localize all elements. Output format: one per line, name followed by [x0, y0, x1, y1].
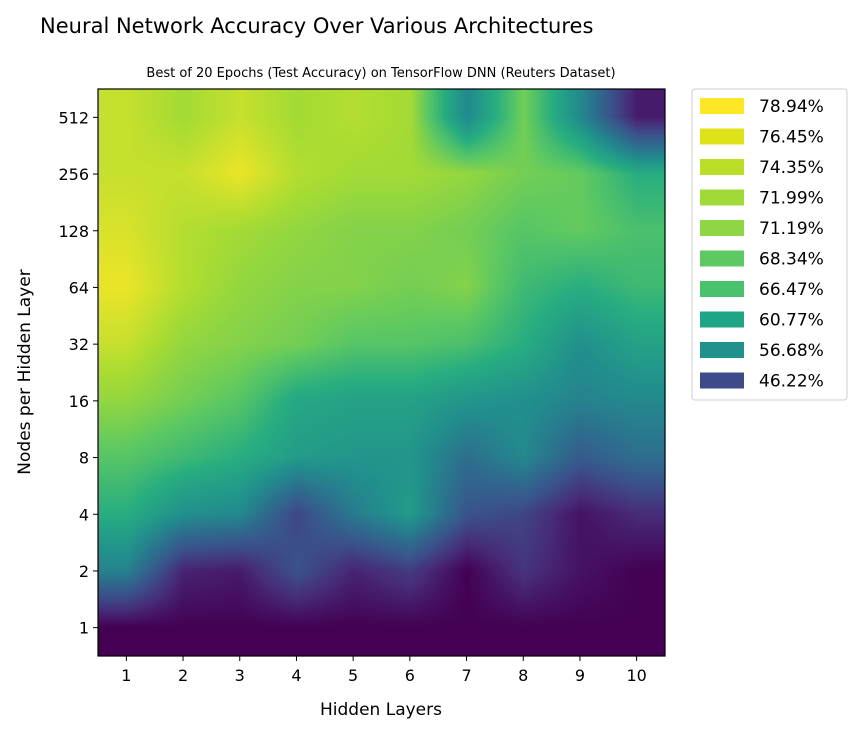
- legend-label: 46.22%: [759, 372, 824, 392]
- legend-swatch: [700, 220, 744, 236]
- y-tick-label: 64: [69, 278, 89, 297]
- heatmap-image: [98, 89, 665, 656]
- legend-label: 74.35%: [759, 158, 824, 178]
- x-tick-label: 6: [405, 666, 415, 685]
- x-tick-label: 3: [235, 666, 245, 685]
- x-tick-label: 4: [291, 666, 301, 685]
- chart-title: Neural Network Accuracy Over Various Arc…: [40, 14, 593, 38]
- legend-label: 56.68%: [759, 341, 824, 361]
- x-tick-label: 2: [178, 666, 188, 685]
- x-tick-label: 10: [626, 666, 646, 685]
- y-tick-label: 16: [69, 392, 89, 411]
- legend-swatch: [700, 250, 744, 267]
- legend-swatch: [700, 159, 744, 175]
- y-tick-label: 256: [58, 165, 89, 184]
- y-tick-label: 1: [79, 619, 89, 638]
- legend-label: 60.77%: [759, 311, 824, 331]
- legend-label: 76.45%: [759, 128, 824, 148]
- x-axis-label: Hidden Layers: [320, 700, 442, 720]
- y-tick-label: 512: [58, 108, 89, 127]
- x-tick-label: 7: [461, 666, 471, 685]
- x-tick-label: 8: [518, 666, 528, 685]
- y-axis: 1 2 4 8 16 32 64 128 256 512: [58, 108, 98, 638]
- legend: 78.94% 76.45% 74.35% 71.99% 71.19% 68.34% 66.4…: [691, 88, 848, 401]
- legend-swatch: [700, 98, 744, 114]
- x-tick-label: 1: [121, 666, 131, 685]
- y-tick-label: 4: [79, 505, 89, 524]
- chart-subtitle: Best of 20 Epochs (Test Accuracy) on Ten…: [146, 66, 615, 81]
- y-tick-label: 128: [58, 222, 89, 241]
- y-axis-label: Nodes per Hidden Layer: [15, 269, 35, 474]
- legend-swatch: [700, 342, 744, 358]
- legend-swatch: [700, 372, 744, 389]
- y-tick-label: 8: [79, 449, 89, 468]
- legend-label: 71.19%: [759, 219, 824, 239]
- legend-swatch: [700, 189, 744, 206]
- plot-area: [97, 88, 666, 657]
- x-axis: 1 2 3 4 5 6 7 8 9 10: [121, 656, 647, 685]
- legend-label: 66.47%: [759, 280, 824, 300]
- x-tick-label: 9: [575, 666, 585, 685]
- legend-swatch: [700, 311, 744, 328]
- y-tick-label: 2: [79, 562, 89, 581]
- x-tick-label: 5: [348, 666, 358, 685]
- legend-swatch: [700, 281, 744, 297]
- legend-label: 71.99%: [759, 189, 824, 209]
- y-tick-label: 32: [69, 335, 89, 354]
- plot-frame: [97, 88, 666, 657]
- legend-label: 68.34%: [759, 250, 824, 270]
- legend-label: 78.94%: [759, 97, 824, 117]
- legend-swatch: [700, 128, 744, 145]
